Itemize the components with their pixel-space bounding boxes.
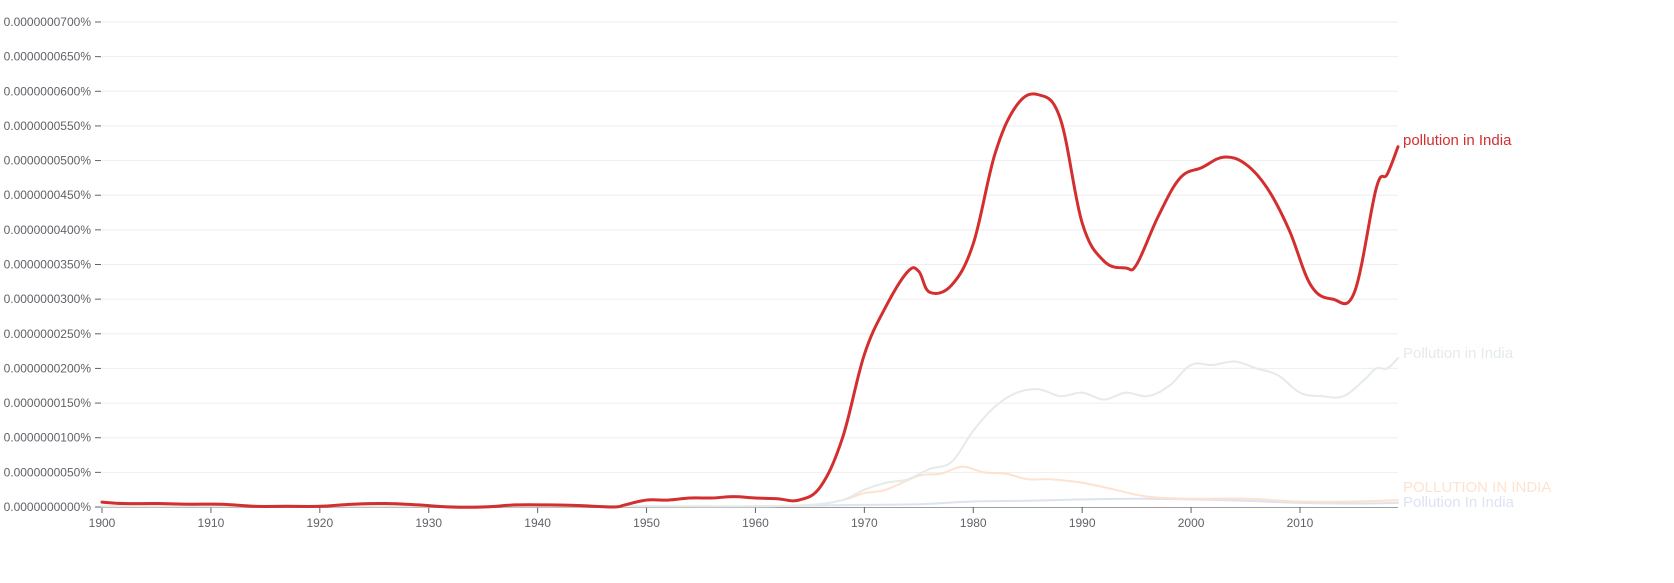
- y-tick-label: 0.0000000100%: [4, 431, 92, 445]
- y-tick-label: 0.0000000400%: [4, 223, 92, 237]
- x-tick-label: 1960: [742, 516, 769, 530]
- x-axis: 1900 1910 1920 1930 1940 1950 1960 1970 1980 1990…: [89, 507, 1398, 530]
- x-tick-label: 2000: [1178, 516, 1205, 530]
- y-tick-label: 0.0000000050%: [4, 465, 92, 479]
- x-tick-label: 1900: [89, 516, 116, 530]
- x-tick-label: 1940: [524, 516, 551, 530]
- y-tick-label: 0.0000000200%: [4, 361, 92, 375]
- y-tick-label: 0.0000000500%: [4, 154, 92, 168]
- y-tick-label: 0.0000000450%: [4, 188, 92, 202]
- series-line-pollution-in-india-lower[interactable]: [100, 92, 1400, 509]
- series-line-pollution-in-india-title[interactable]: [101, 357, 1399, 508]
- series-label-pollution-in-india-upper[interactable]: POLLUTION IN INDIA: [1403, 479, 1551, 496]
- y-tick-label: 0.0000000700%: [4, 15, 92, 29]
- y-tick-label: 0.0000000250%: [4, 327, 92, 341]
- y-tick-label: 0.0000000000%: [4, 500, 92, 514]
- x-tick-label: 1990: [1069, 516, 1096, 530]
- y-tick-label: 0.0000000150%: [4, 396, 92, 410]
- x-tick-label: 1910: [198, 516, 225, 530]
- x-tick-label: 1920: [306, 516, 333, 530]
- y-tick-label: 0.0000000300%: [4, 292, 92, 306]
- x-tick-label: 2010: [1287, 516, 1314, 530]
- x-tick-label: 1980: [960, 516, 987, 530]
- series-label-pollution-in-india-capitalized[interactable]: Pollution In India: [1403, 494, 1515, 511]
- y-tick-label: 0.0000000600%: [4, 84, 92, 98]
- y-tick-label: 0.0000000350%: [4, 258, 92, 272]
- y-tick-label: 0.0000000650%: [4, 50, 92, 64]
- series-labels: pollution in India Pollution in India PO…: [1403, 132, 1551, 511]
- series-lines: [100, 92, 1400, 509]
- grid-lines: [102, 21, 1398, 473]
- y-tick-label: 0.0000000550%: [4, 119, 92, 133]
- x-tick-label: 1930: [415, 516, 442, 530]
- y-axis: 0.0000000000% 0.0000000050% 0.0000000100% 0…: [4, 15, 101, 514]
- series-label-pollution-in-india-lower[interactable]: pollution in India: [1403, 132, 1512, 149]
- x-tick-label: 1970: [851, 516, 878, 530]
- series-label-pollution-in-india-title[interactable]: Pollution in India: [1403, 345, 1514, 362]
- x-tick-label: 1950: [633, 516, 660, 530]
